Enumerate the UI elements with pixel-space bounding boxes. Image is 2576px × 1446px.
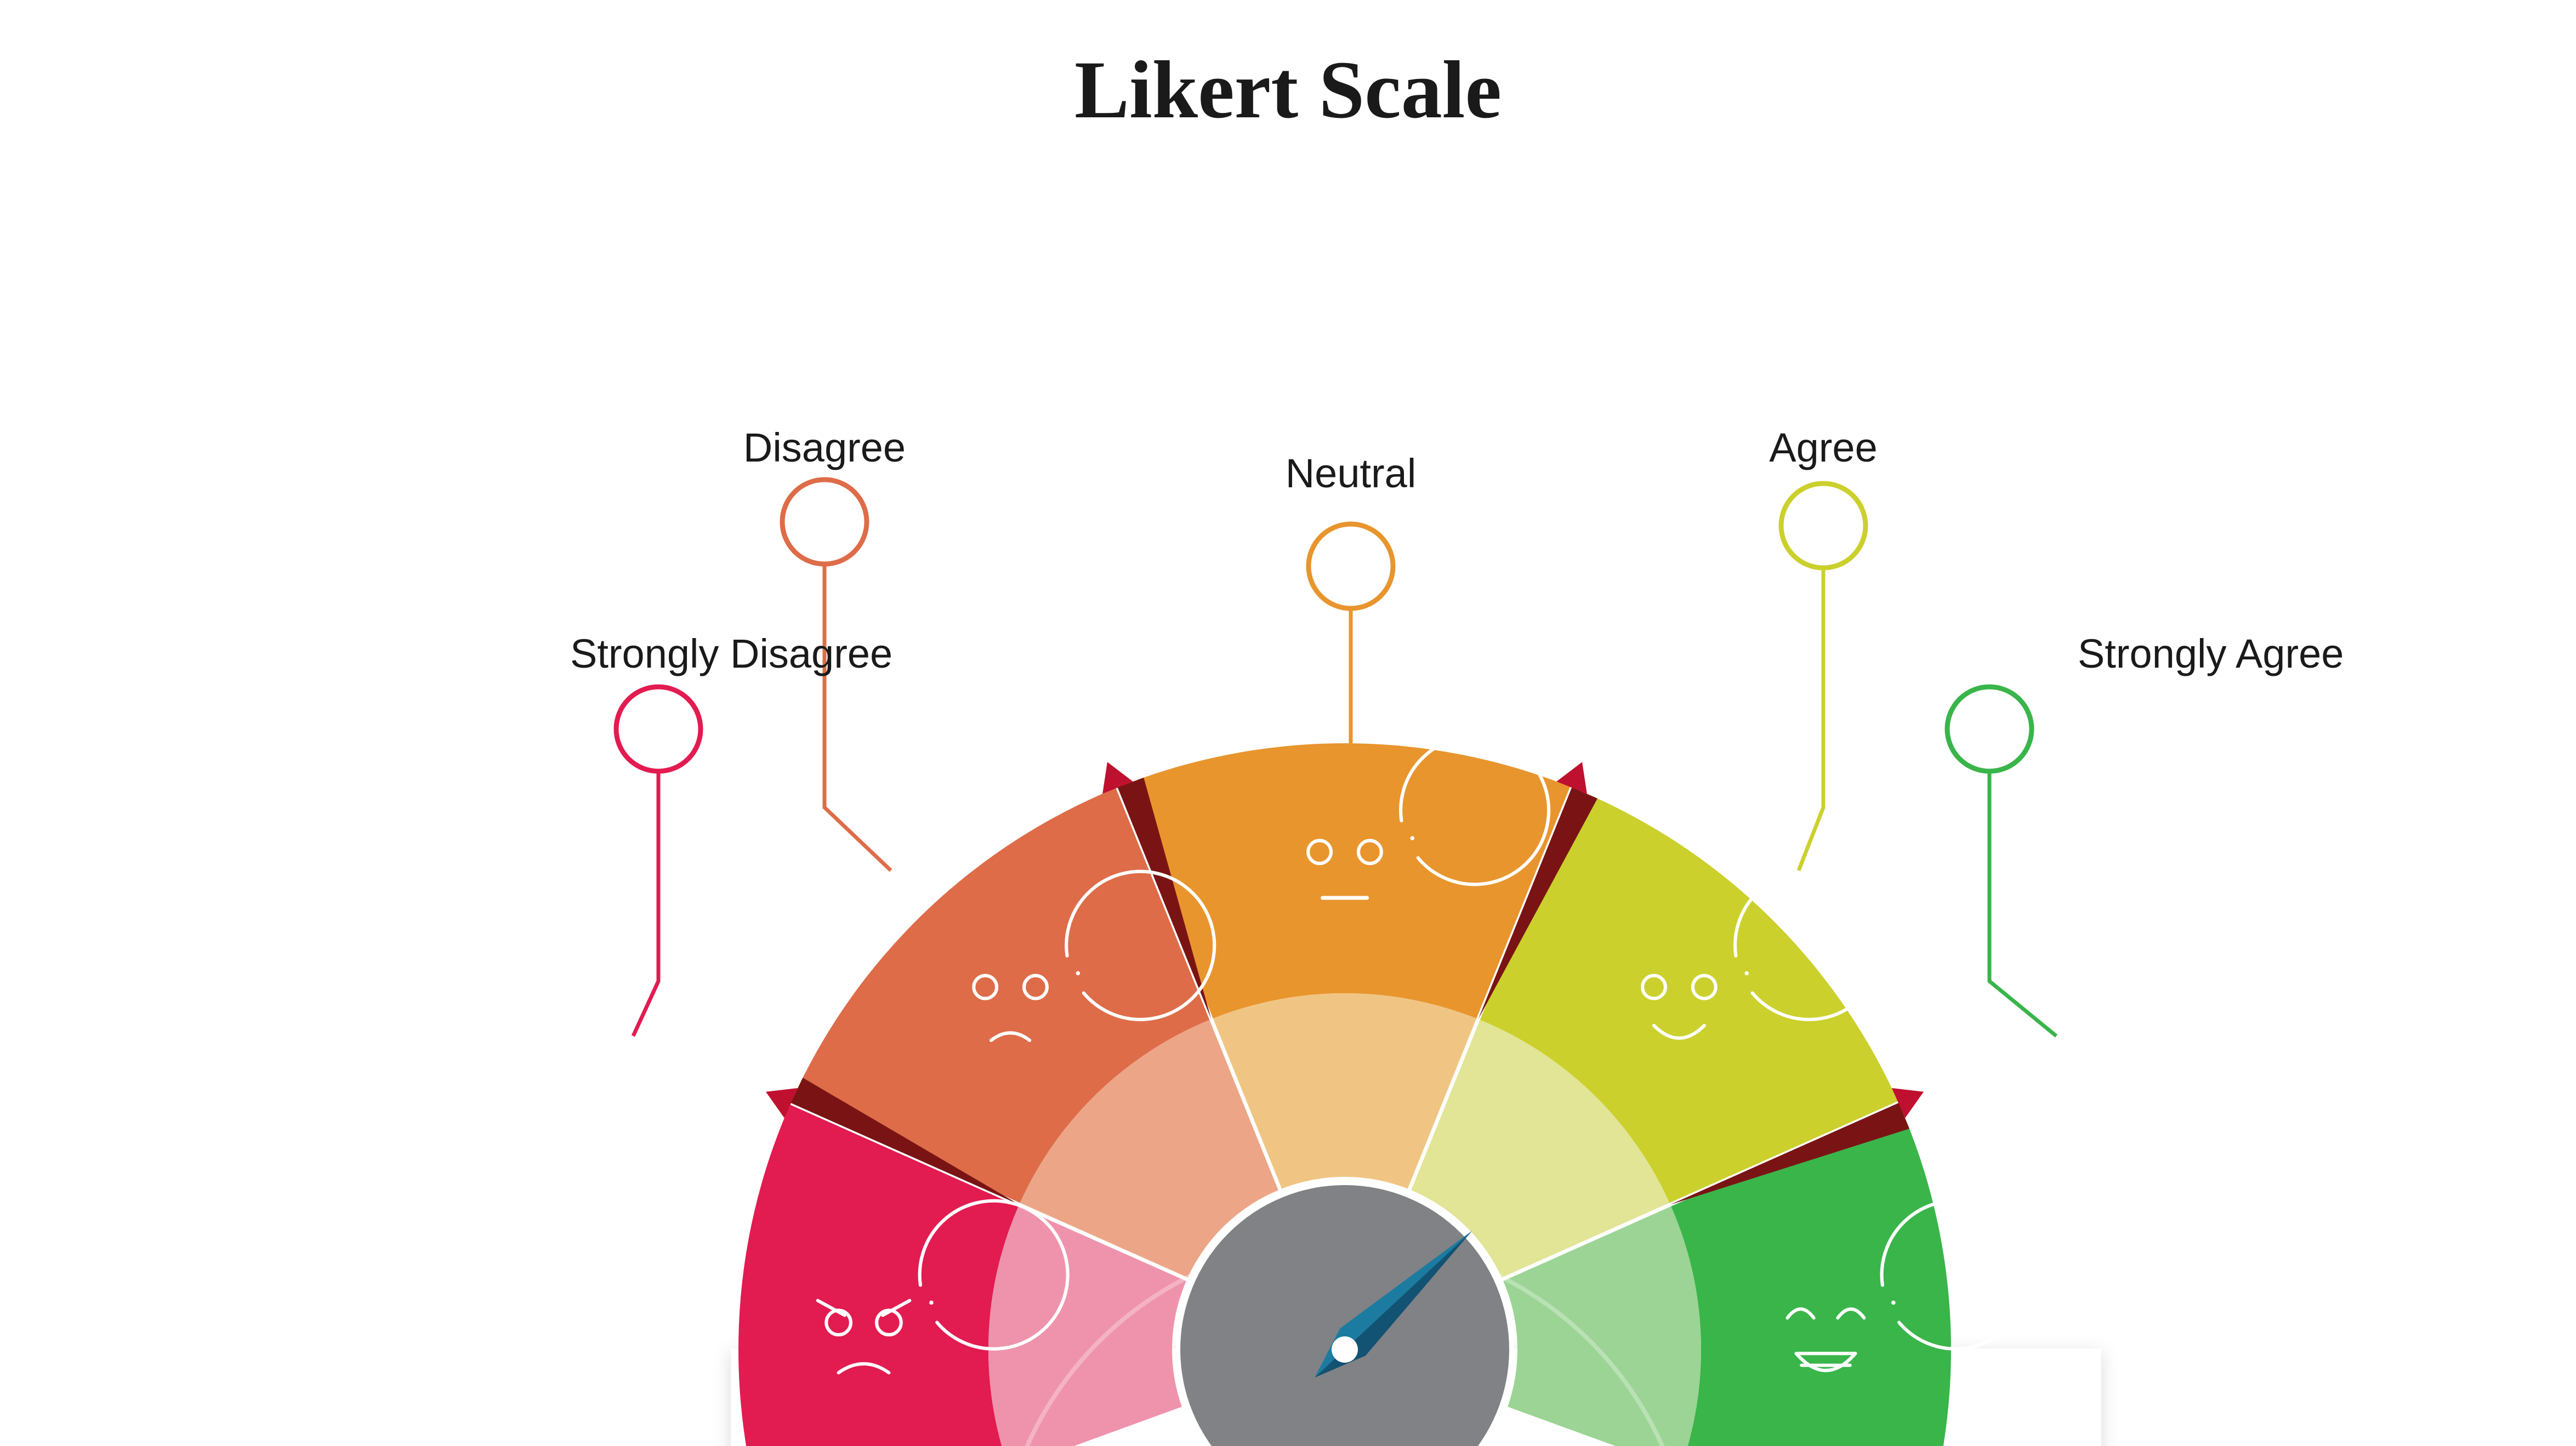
svg-text:Strongly Agree: Strongly Agree — [2078, 631, 2344, 676]
svg-text:Strongly Disagree: Strongly Disagree — [570, 631, 892, 676]
svg-text:Disagree: Disagree — [743, 425, 906, 470]
svg-text:Agree: Agree — [1769, 425, 1877, 470]
svg-text:Neutral: Neutral — [1286, 451, 1417, 496]
